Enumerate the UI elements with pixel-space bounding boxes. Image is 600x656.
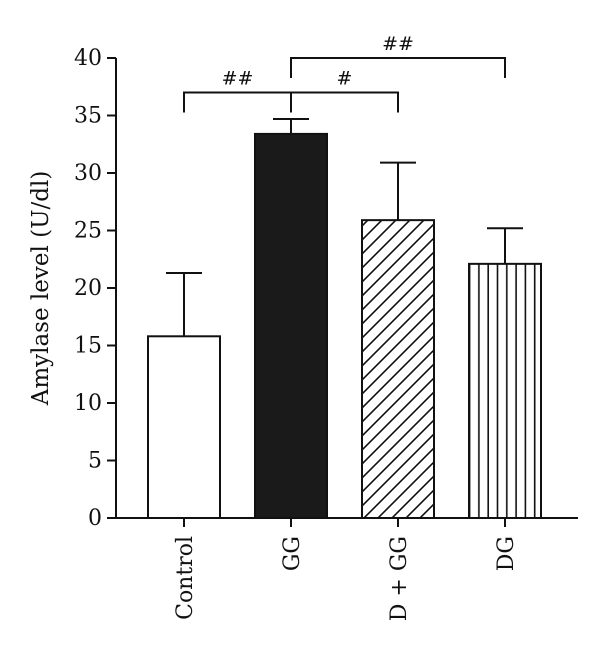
y-tick-label: 40	[74, 46, 102, 71]
bar-d-gg	[361, 219, 435, 519]
y-tick-label: 35	[74, 104, 102, 129]
x-category-label: DG	[494, 536, 519, 571]
bar-dg	[468, 262, 542, 519]
y-tick-label: 20	[74, 276, 102, 301]
significance-label: ##	[222, 68, 254, 90]
significance-bracket	[290, 91, 399, 113]
y-tick-label: 5	[88, 449, 102, 474]
significance-bracket	[290, 57, 506, 78]
y-tick-label: 0	[88, 506, 102, 531]
significance-label: ##	[382, 33, 414, 55]
x-category-label: D + GG	[387, 536, 412, 621]
y-tick-label: 25	[74, 219, 102, 244]
bar-gg	[254, 132, 328, 519]
y-tick-label: 30	[74, 161, 102, 186]
y-axis-label: Amylase level (U/dl)	[28, 171, 54, 407]
x-category-label: Control	[173, 536, 198, 620]
y-tick-label: 15	[74, 334, 102, 359]
bar-control	[147, 335, 221, 519]
x-category-label: GG	[280, 536, 305, 571]
y-tick-label: 10	[74, 391, 102, 416]
significance-bracket	[183, 91, 292, 113]
significance-label: #	[337, 68, 353, 90]
